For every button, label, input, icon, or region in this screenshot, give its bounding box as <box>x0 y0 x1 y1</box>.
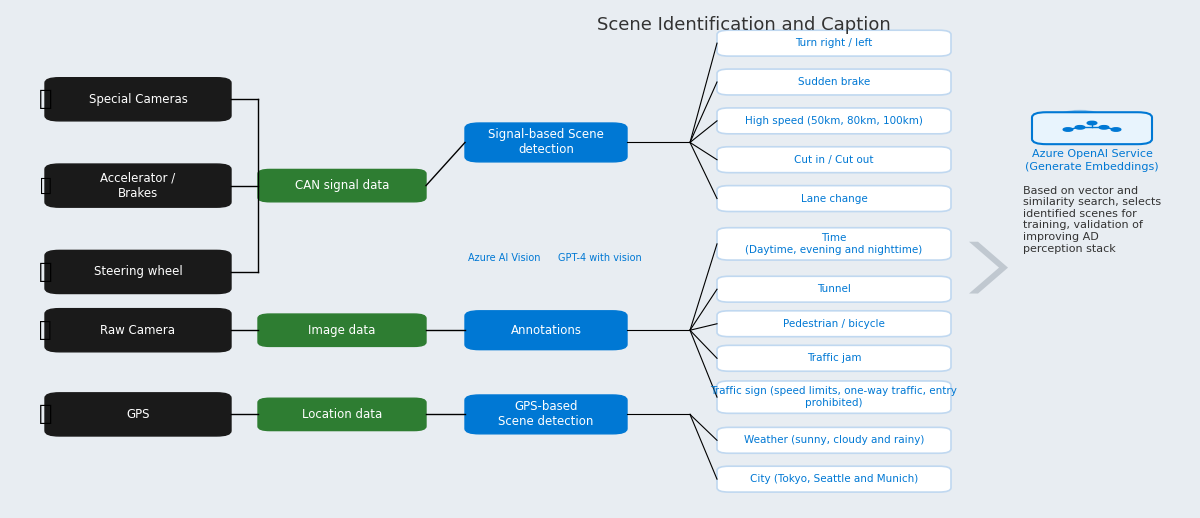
FancyBboxPatch shape <box>466 311 628 350</box>
Text: 🦶: 🦶 <box>40 176 52 195</box>
Circle shape <box>1087 121 1097 125</box>
FancyBboxPatch shape <box>258 398 426 430</box>
Circle shape <box>1063 128 1073 131</box>
Circle shape <box>1097 123 1140 138</box>
FancyBboxPatch shape <box>716 346 952 371</box>
Text: High speed (50km, 80km, 100km): High speed (50km, 80km, 100km) <box>745 116 923 126</box>
Text: Time
(Daytime, evening and nighttime): Time (Daytime, evening and nighttime) <box>745 233 923 255</box>
Circle shape <box>1075 126 1085 129</box>
Text: 📷: 📷 <box>38 89 53 109</box>
Text: GPS-based
Scene detection: GPS-based Scene detection <box>498 400 594 428</box>
Circle shape <box>1099 126 1109 129</box>
FancyBboxPatch shape <box>716 466 952 492</box>
Text: Sudden brake: Sudden brake <box>798 77 870 87</box>
FancyBboxPatch shape <box>258 314 426 347</box>
Text: City (Tokyo, Seattle and Munich): City (Tokyo, Seattle and Munich) <box>750 474 918 484</box>
Text: Azure OpenAI Service: Azure OpenAI Service <box>1032 149 1152 159</box>
Circle shape <box>1042 122 1090 139</box>
FancyBboxPatch shape <box>46 78 230 121</box>
Text: Raw Camera: Raw Camera <box>101 324 175 337</box>
Text: Cut in / Cut out: Cut in / Cut out <box>794 155 874 165</box>
FancyBboxPatch shape <box>46 164 230 207</box>
FancyBboxPatch shape <box>716 108 952 134</box>
Text: 📍: 📍 <box>38 405 53 424</box>
FancyBboxPatch shape <box>716 147 952 172</box>
Text: GPS: GPS <box>126 408 150 421</box>
Text: Traffic sign (speed limits, one-way traffic, entry
prohibited): Traffic sign (speed limits, one-way traf… <box>710 386 958 408</box>
Polygon shape <box>970 242 1008 294</box>
Text: Location data: Location data <box>302 408 382 421</box>
FancyBboxPatch shape <box>716 69 952 95</box>
Text: Accelerator /
Brakes: Accelerator / Brakes <box>101 171 175 199</box>
FancyBboxPatch shape <box>716 228 952 260</box>
Text: Based on vector and
similarity search, selects
identified scenes for
training, v: Based on vector and similarity search, s… <box>1022 185 1162 254</box>
FancyBboxPatch shape <box>466 395 628 434</box>
Circle shape <box>1085 113 1123 127</box>
Text: Weather (sunny, cloudy and rainy): Weather (sunny, cloudy and rainy) <box>744 435 924 445</box>
Text: Azure AI Vision: Azure AI Vision <box>468 253 540 263</box>
Text: Steering wheel: Steering wheel <box>94 265 182 279</box>
Text: CAN signal data: CAN signal data <box>295 179 389 192</box>
FancyBboxPatch shape <box>716 311 952 337</box>
FancyBboxPatch shape <box>716 185 952 211</box>
FancyBboxPatch shape <box>716 276 952 302</box>
Text: Tunnel: Tunnel <box>817 284 851 294</box>
Text: 🎯: 🎯 <box>38 262 53 282</box>
Text: Image data: Image data <box>308 324 376 337</box>
FancyBboxPatch shape <box>716 427 952 453</box>
Text: Turn right / left: Turn right / left <box>796 38 872 48</box>
FancyBboxPatch shape <box>46 393 230 436</box>
FancyBboxPatch shape <box>1032 112 1152 144</box>
FancyBboxPatch shape <box>46 309 230 352</box>
Text: GPT-4 with vision: GPT-4 with vision <box>558 253 642 263</box>
Text: Lane change: Lane change <box>800 194 868 204</box>
Text: Signal-based Scene
detection: Signal-based Scene detection <box>488 128 604 156</box>
Text: Scene Identification and Caption: Scene Identification and Caption <box>598 16 890 34</box>
Circle shape <box>1111 128 1121 131</box>
FancyBboxPatch shape <box>716 381 952 413</box>
FancyBboxPatch shape <box>258 169 426 202</box>
Circle shape <box>1062 114 1122 136</box>
Circle shape <box>1054 110 1106 130</box>
FancyBboxPatch shape <box>46 250 230 294</box>
Text: Annotations: Annotations <box>510 324 582 337</box>
Text: 🎥: 🎥 <box>40 320 52 340</box>
Text: Pedestrian / bicycle: Pedestrian / bicycle <box>784 319 884 329</box>
FancyBboxPatch shape <box>466 123 628 162</box>
Text: Traffic jam: Traffic jam <box>806 353 862 363</box>
FancyBboxPatch shape <box>716 30 952 56</box>
Text: Special Cameras: Special Cameras <box>89 93 187 106</box>
Text: (Generate Embeddings): (Generate Embeddings) <box>1025 162 1159 172</box>
